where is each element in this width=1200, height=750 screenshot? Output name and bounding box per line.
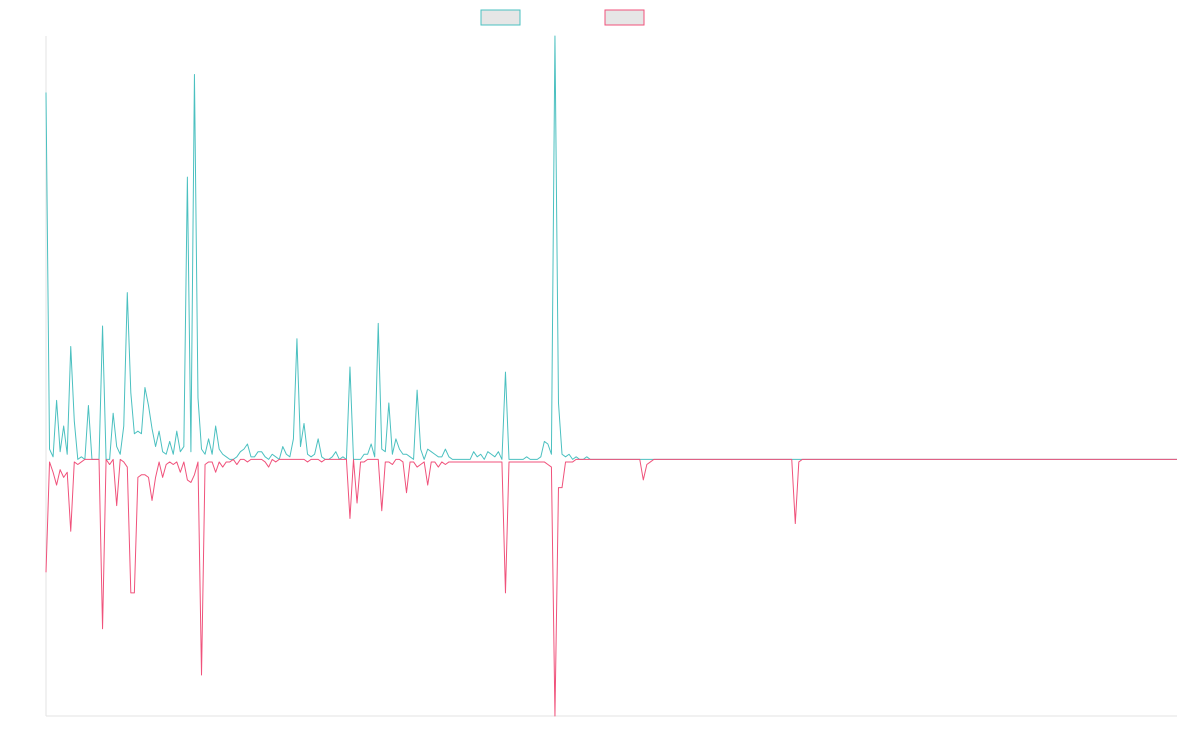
- series-line-lower: [45, 458, 1177, 717]
- legend-swatch-upper-series[interactable]: [480, 9, 521, 26]
- series-line-upper: [45, 35, 1177, 460]
- series-layer: [45, 35, 1177, 717]
- legend: [480, 9, 645, 26]
- plot-area: [45, 35, 1177, 717]
- legend-swatch-lower-series[interactable]: [604, 9, 645, 26]
